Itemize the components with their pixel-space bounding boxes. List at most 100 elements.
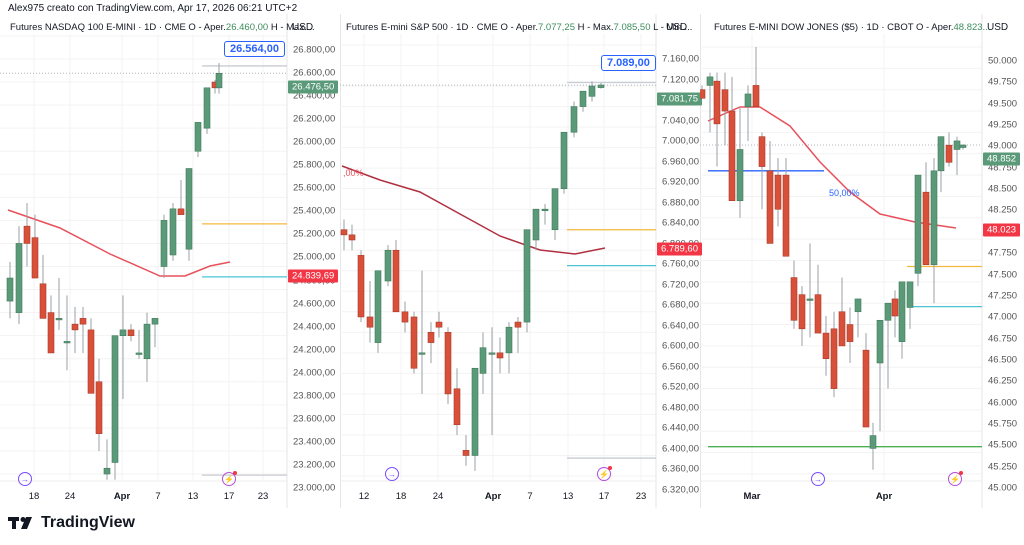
y-axis-label: 6.960,00 [662,156,699,168]
y-axis-label: 23.800,00 [293,390,336,402]
fib-percent-label: ,00% [343,168,364,178]
y-axis-label: 45.000 [988,482,1018,494]
y-axis-label: 50.000 [988,55,1018,67]
y-axis-label: 26.000,00 [293,136,336,148]
y-axis-label: 49.500 [988,98,1018,110]
moving-average-tag: 6.789,60 [657,242,702,256]
y-axis-label: 26.200,00 [293,113,336,125]
y-axis-label: 24.000,00 [293,367,336,379]
y-axis-label: 26.800,00 [293,44,336,56]
chart-canvas-sp500[interactable] [340,14,700,508]
y-axis-label: 46.000 [988,397,1018,409]
earnings-lightning-icon[interactable]: ⚡ [948,471,963,486]
currency-label: USD [987,22,1009,33]
x-axis-label: 23 [257,491,269,502]
x-axis-label: 13 [562,491,574,502]
event-marker-icon[interactable]: → [811,472,825,486]
y-axis-label: 25.800,00 [293,159,336,171]
high-callout[interactable]: 26.564,00 [224,41,285,57]
y-axis-label: 6.600,00 [662,340,699,352]
y-axis-label: 6.360,00 [662,463,699,475]
y-axis-label: 47.750 [988,247,1018,259]
y-axis-label: 24.400,00 [293,321,336,333]
y-axis-label: 48.500 [988,183,1018,195]
y-axis-label: 6.400,00 [662,443,699,455]
currency-label: USD [666,22,688,33]
chart-title-sp500: Futures E-mini S&P 500 · 1D · CME O - Ap… [346,22,693,33]
tradingview-logo-icon [8,517,32,529]
moving-average-tag: 24.839,69 [288,269,339,283]
last-price-tag: 48.852 [983,152,1021,166]
event-marker-icon[interactable]: → [18,472,32,486]
chart-title-nasdaq: Futures NASDAQ 100 E-MINI · 1D · CME O -… [10,22,315,33]
y-axis-label: 45.250 [988,461,1018,473]
x-axis-label: 24 [64,491,76,502]
earnings-lightning-icon[interactable]: ⚡ [222,471,237,486]
tradingview-logo-text: TradingView [41,514,135,531]
y-axis-label: 6.760,00 [662,258,699,270]
last-price-tag: 26.476,50 [288,80,339,94]
y-axis-label: 47.250 [988,290,1018,302]
y-axis-label: 6.320,00 [662,484,699,496]
x-axis-label: Apr [113,491,131,502]
y-axis-label: 23.400,00 [293,436,336,448]
chart-canvas-dow[interactable] [700,14,1024,508]
high-callout[interactable]: 7.089,00 [601,55,656,71]
tradingview-logo[interactable]: TradingView [8,514,135,532]
x-axis-label: 17 [598,491,610,502]
y-axis-label: 6.520,00 [662,381,699,393]
x-axis-label: 17 [223,491,235,502]
y-axis-label: 23.000,00 [293,482,336,494]
y-axis-label: 6.480,00 [662,402,699,414]
chart-panel-dow[interactable]: Futures E-MINI DOW JONES ($5) · 1D · CBO… [700,14,1024,508]
y-axis-label: 49.000 [988,140,1018,152]
y-axis-label: 26.400,00 [293,90,336,102]
y-axis-label: 7.040,00 [662,115,699,127]
y-axis-label: 7.160,00 [662,53,699,65]
x-axis-label: 18 [28,491,40,502]
chart-panel-sp500[interactable]: Futures E-mini S&P 500 · 1D · CME O - Ap… [340,14,702,508]
y-axis-label: 6.880,00 [662,197,699,209]
x-axis-label: 13 [187,491,199,502]
y-axis-label: 25.400,00 [293,205,336,217]
y-axis-label: 24.600,00 [293,298,336,310]
moving-average-tag: 48.023 [983,223,1021,237]
y-axis-label: 46.750 [988,333,1018,345]
x-axis-label: Apr [484,491,502,502]
x-axis-label: 24 [432,491,444,502]
y-axis-label: 48.750 [988,162,1018,174]
y-axis-label: 23.200,00 [293,459,336,471]
y-axis-label: 6.440,00 [662,422,699,434]
chart-credit: Alex975 creato con TradingView.com, Apr … [8,3,298,14]
x-axis-label: 12 [358,491,370,502]
y-axis-label: 6.640,00 [662,320,699,332]
x-axis-label: Apr [875,491,893,502]
x-axis-label: 23 [635,491,647,502]
y-axis-label: 49.250 [988,119,1018,131]
y-axis-label: 25.000,00 [293,251,336,263]
x-axis-label: 18 [395,491,407,502]
y-axis-label: 47.500 [988,269,1018,280]
event-marker-icon[interactable]: → [385,467,399,481]
last-price-tag: 7.081,75 [657,92,702,106]
y-axis-label: 46.500 [988,354,1018,366]
x-axis-label: 7 [527,491,533,502]
y-axis-label: 6.720,00 [662,279,699,291]
chart-panel-nasdaq[interactable]: Futures NASDAQ 100 E-MINI · 1D · CME O -… [0,14,341,508]
chart-canvas-nasdaq[interactable] [0,14,340,508]
y-axis-label: 46.250 [988,375,1018,387]
y-axis-label: 45.500 [988,439,1018,451]
currency-label: USD [292,22,314,33]
earnings-lightning-icon[interactable]: ⚡ [597,466,612,481]
y-axis-label: 47.000 [988,311,1018,323]
y-axis-label: 26.600,00 [293,67,336,79]
y-axis-label: 6.560,00 [662,361,699,373]
y-axis-label: 6.840,00 [662,217,699,229]
chart-title-dow: Futures E-MINI DOW JONES ($5) · 1D · CBO… [714,22,991,33]
y-axis-label: 6.680,00 [662,299,699,311]
y-axis-label: 49.750 [988,76,1018,88]
y-axis-label: 7.120,00 [662,74,699,86]
y-axis-label: 7.000,00 [662,135,699,147]
y-axis-label: 25.200,00 [293,228,336,240]
y-axis-label: 25.600,00 [293,182,336,194]
